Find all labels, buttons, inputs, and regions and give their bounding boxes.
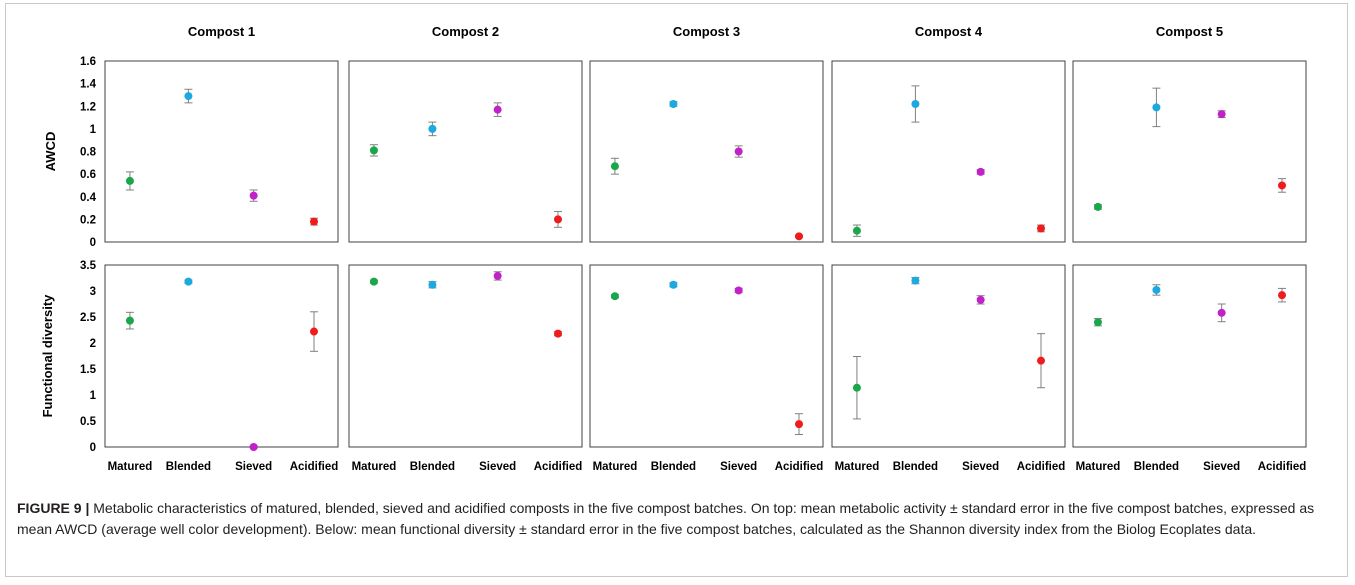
data-point	[1278, 291, 1287, 300]
data-point	[1037, 356, 1046, 365]
data-point	[184, 92, 193, 101]
data-point	[493, 271, 502, 280]
data-point	[1217, 308, 1226, 317]
plot-frame	[589, 264, 824, 448]
data-point	[1093, 202, 1102, 211]
data-point	[795, 420, 804, 429]
plot-frame	[348, 264, 583, 448]
data-point	[976, 295, 985, 304]
data-point	[852, 383, 861, 392]
panel-title: Compost 4	[915, 24, 983, 39]
plot-frame	[831, 264, 1066, 448]
y-tick-label: 0	[90, 442, 96, 454]
data-point	[310, 217, 319, 226]
caption-text: Metabolic characteristics of matured, bl…	[17, 500, 1315, 537]
y-tick-label: 3.5	[80, 260, 97, 272]
data-point	[669, 99, 678, 108]
data-point	[428, 280, 437, 289]
data-point	[610, 162, 619, 171]
y-tick-label: 1	[90, 390, 97, 402]
data-point	[310, 327, 319, 336]
x-tick-label: Sieved	[235, 461, 272, 473]
x-tick-label: Matured	[593, 461, 638, 473]
y-tick-label: 1.2	[80, 101, 96, 113]
data-point	[493, 105, 502, 114]
y-tick-label: 0.8	[80, 147, 97, 159]
y-tick-label: 1.5	[80, 364, 97, 376]
caption-label: FIGURE 9 |	[17, 500, 90, 516]
x-tick-label: Blended	[1134, 461, 1179, 473]
figure-chart: Compost 1 Matured Blended Sieved Acidified Co…	[40, 24, 1307, 473]
figure-frame	[5, 3, 1348, 577]
x-tick-label: Sieved	[479, 461, 516, 473]
data-point	[125, 176, 134, 185]
data-point	[976, 167, 985, 176]
x-tick-label: Sieved	[720, 461, 757, 473]
data-point	[369, 277, 378, 286]
data-point	[1093, 318, 1102, 327]
panel-title: Compost 1	[188, 24, 255, 39]
x-tick-label: Sieved	[962, 461, 999, 473]
y-tick-label: 0.6	[80, 169, 96, 181]
data-point	[125, 316, 134, 325]
x-tick-label: Matured	[1076, 461, 1121, 473]
data-point	[1217, 110, 1226, 119]
x-tick-label: Acidified	[534, 461, 583, 473]
data-point	[1278, 181, 1287, 190]
data-point	[428, 124, 437, 133]
y-tick-label: 3	[90, 286, 96, 298]
data-point	[610, 292, 619, 301]
data-point	[669, 280, 678, 289]
data-point	[795, 232, 804, 241]
y-tick-label: 2.5	[80, 312, 97, 324]
data-point	[249, 443, 258, 451]
plot-frame	[104, 264, 339, 448]
panel-title: Compost 2	[432, 24, 499, 39]
data-point	[852, 226, 861, 235]
y-tick-label: 0.4	[80, 192, 97, 204]
y-tick-label: 1.6	[80, 56, 96, 68]
x-tick-label: Blended	[166, 461, 211, 473]
data-point	[1037, 224, 1046, 233]
x-tick-label: Blended	[651, 461, 696, 473]
data-point	[554, 329, 563, 338]
y-tick-label: 2	[90, 338, 96, 350]
panel-title: Compost 5	[1156, 24, 1223, 39]
data-point	[734, 147, 743, 156]
data-point	[554, 215, 563, 224]
y-axis-label: Functional diversity	[40, 294, 55, 418]
plot-frame	[1072, 264, 1307, 448]
x-tick-label: Matured	[352, 461, 397, 473]
figure-caption: FIGURE 9 | Metabolic characteristics of …	[17, 498, 1337, 540]
x-tick-label: Matured	[835, 461, 880, 473]
y-tick-label: 1.4	[80, 79, 97, 91]
y-tick-label: 1	[90, 124, 97, 136]
y-axis-label: AWCD	[43, 132, 58, 172]
data-point	[911, 276, 920, 285]
x-tick-label: Acidified	[290, 461, 339, 473]
data-point	[1152, 285, 1161, 294]
x-tick-label: Blended	[410, 461, 455, 473]
x-tick-label: Matured	[108, 461, 153, 473]
data-point	[911, 99, 920, 108]
plot-frame	[831, 60, 1066, 243]
y-tick-label: 0.2	[80, 214, 96, 226]
data-point	[369, 146, 378, 155]
x-tick-label: Sieved	[1203, 461, 1240, 473]
x-tick-label: Acidified	[1258, 461, 1307, 473]
data-point	[249, 191, 258, 200]
data-point	[184, 277, 193, 286]
data-point	[1152, 103, 1161, 112]
y-tick-label: 0.5	[80, 416, 97, 428]
x-tick-label: Blended	[893, 461, 938, 473]
plot-frame	[589, 60, 824, 243]
x-tick-label: Acidified	[775, 461, 824, 473]
plot-frame	[348, 60, 583, 243]
y-tick-label: 0	[90, 237, 96, 249]
panel-title: Compost 3	[673, 24, 740, 39]
x-tick-label: Acidified	[1017, 461, 1066, 473]
plot-frame	[1072, 60, 1307, 243]
plot-frame	[104, 60, 339, 243]
data-point	[734, 286, 743, 295]
